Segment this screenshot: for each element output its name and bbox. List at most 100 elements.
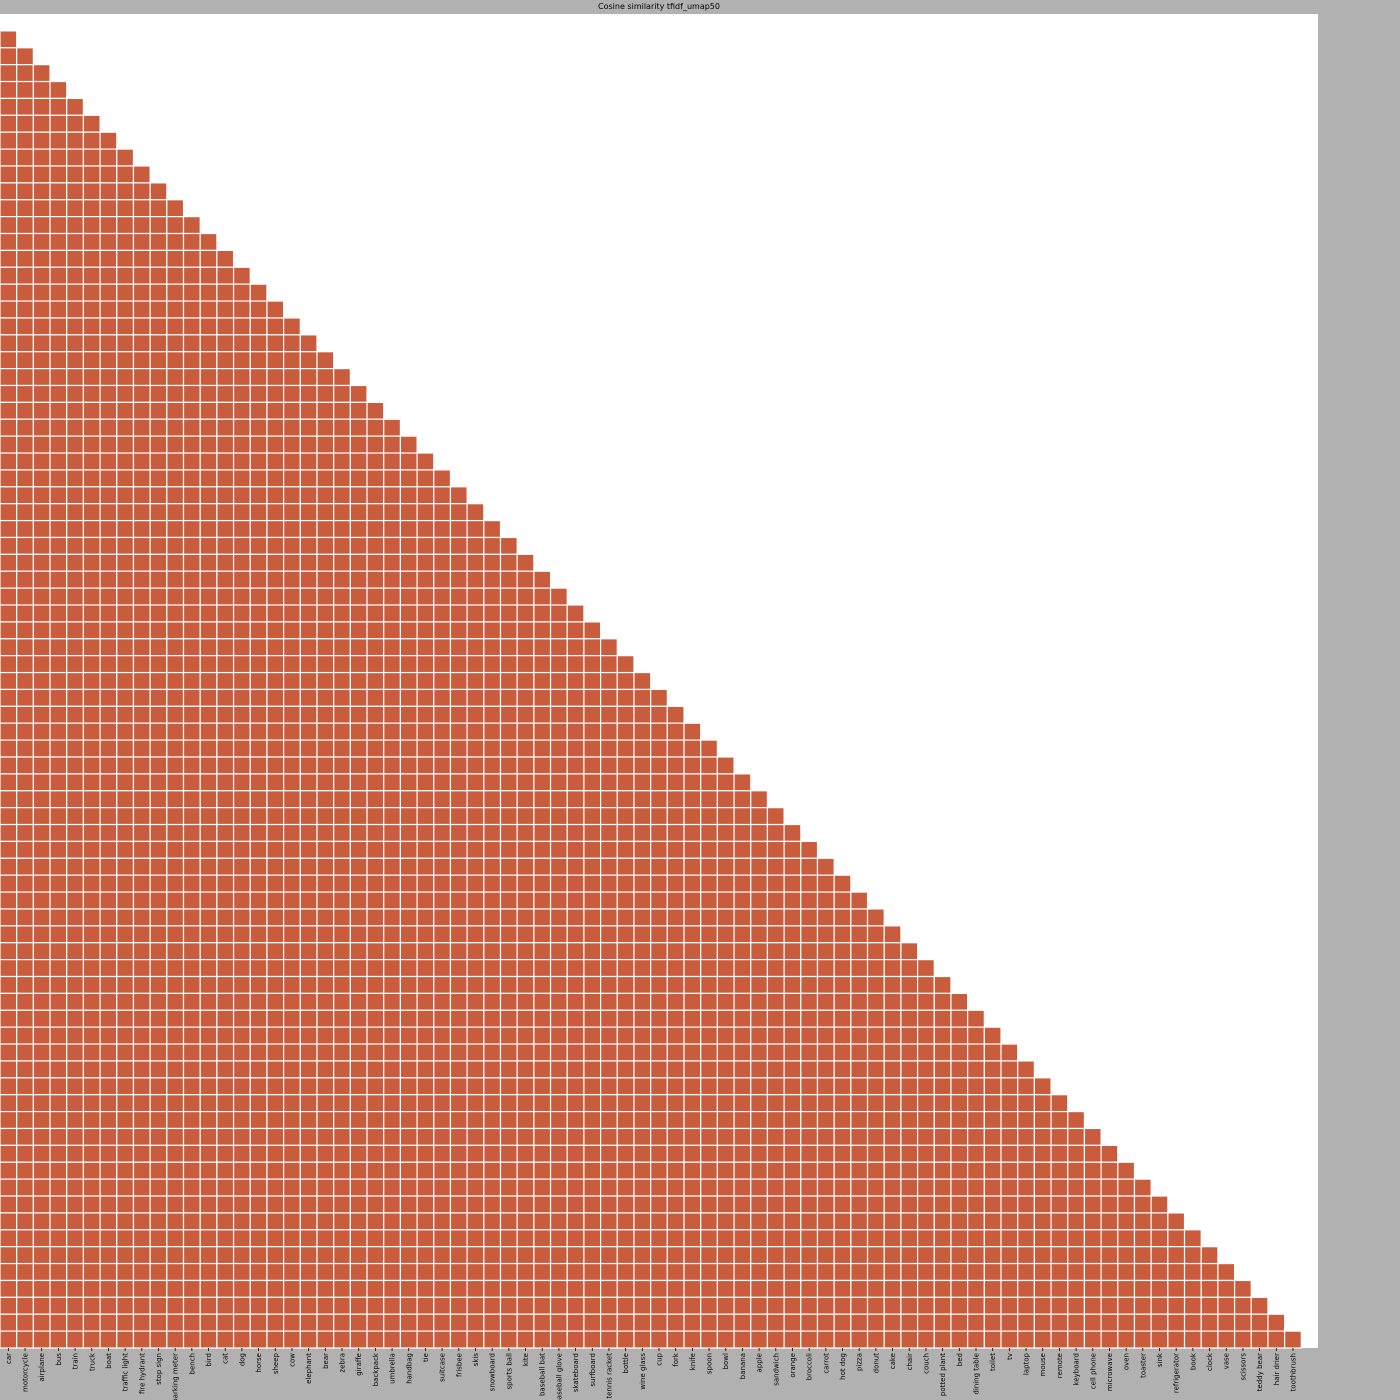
heatmap-cell (182, 351, 201, 370)
heatmap-cell (82, 401, 101, 420)
heatmap-cell (99, 131, 118, 150)
heatmap-cell (49, 992, 68, 1011)
heatmap-cell (600, 705, 618, 724)
heatmap-cell (1000, 1110, 1019, 1130)
heatmap-cell (299, 1077, 318, 1096)
heatmap-cell (0, 671, 18, 691)
heatmap-cell (66, 688, 85, 707)
heatmap-cell (1033, 1279, 1052, 1298)
heatmap-cell (783, 1127, 802, 1146)
heatmap-cell (850, 1094, 869, 1113)
heatmap-cell (549, 1060, 568, 1079)
x-tick-label: broccoli (806, 1353, 814, 1380)
heatmap-cell (933, 1009, 952, 1028)
heatmap-cell (416, 1229, 435, 1248)
heatmap-cell (66, 891, 85, 910)
x-tick-label: fork (672, 1352, 680, 1367)
heatmap-cell (900, 1094, 919, 1113)
heatmap-cell (1067, 1161, 1086, 1180)
heatmap-cell (366, 553, 385, 572)
heatmap-cell (816, 1212, 835, 1231)
heatmap-cell (166, 1330, 185, 1349)
heatmap-cell (583, 621, 602, 640)
heatmap-cell (199, 638, 218, 657)
heatmap-cell (116, 148, 135, 167)
heatmap-cell (16, 1026, 34, 1045)
heatmap-cell (249, 1127, 268, 1146)
heatmap-cell (783, 1178, 802, 1197)
heatmap-cell (866, 1009, 885, 1028)
heatmap-cell (833, 1195, 852, 1214)
heatmap-cell (533, 1296, 552, 1315)
heatmap-cell (1117, 1262, 1136, 1282)
heatmap-cell (333, 1127, 351, 1146)
heatmap-cell (466, 1161, 485, 1180)
heatmap-cell (916, 1009, 935, 1028)
heatmap-cell (132, 1313, 151, 1332)
heatmap-cell (950, 1195, 969, 1214)
heatmap-cell (16, 688, 34, 707)
heatmap-cell (232, 283, 251, 302)
heatmap-cell (566, 891, 585, 910)
heatmap-cell (0, 1229, 18, 1248)
heatmap-cell (232, 351, 251, 370)
heatmap-cell (0, 773, 18, 792)
heatmap-cell (132, 1262, 151, 1282)
heatmap-cell (1250, 1313, 1269, 1332)
heatmap-cell (416, 1212, 435, 1231)
heatmap-cell (32, 1009, 51, 1028)
heatmap-cell (766, 1077, 785, 1096)
heatmap-cell (499, 553, 518, 572)
heatmap-cell (800, 1043, 819, 1062)
heatmap-cell (0, 1094, 18, 1113)
heatmap-cell (266, 671, 285, 691)
heatmap-cell (733, 823, 752, 843)
heatmap-cell (16, 992, 34, 1011)
heatmap-cell (466, 638, 485, 657)
heatmap-cell (883, 1195, 902, 1214)
heatmap-cell (683, 1077, 702, 1096)
heatmap-cell (816, 1296, 835, 1315)
heatmap-cell (349, 587, 368, 606)
heatmap-cell (249, 435, 268, 454)
heatmap-cell (66, 739, 85, 758)
heatmap-cell (199, 401, 218, 420)
heatmap-cell (566, 1110, 585, 1130)
heatmap-cell (266, 722, 285, 741)
heatmap-cell (299, 688, 318, 707)
heatmap-cell (32, 300, 51, 319)
heatmap-cell (766, 1195, 785, 1214)
heatmap-cell (49, 722, 68, 741)
heatmap-cell (416, 1009, 435, 1028)
heatmap-cell (700, 1009, 718, 1028)
heatmap-cell (99, 1144, 118, 1163)
heatmap-cell (633, 925, 652, 944)
heatmap-cell (399, 756, 418, 775)
heatmap-cell (499, 942, 518, 961)
heatmap-cell (333, 503, 351, 522)
heatmap-cell (1067, 1110, 1086, 1130)
heatmap-cell (600, 1060, 618, 1079)
heatmap-cell (199, 469, 218, 488)
heatmap-cell (449, 1060, 468, 1079)
heatmap-cell (449, 587, 468, 606)
heatmap-cell (299, 1246, 318, 1265)
heatmap-cell (483, 671, 502, 691)
heatmap-cell (433, 739, 452, 758)
heatmap-cell (549, 1279, 568, 1298)
heatmap-cell (399, 1229, 418, 1248)
heatmap-cell (916, 1144, 935, 1163)
heatmap-cell (700, 959, 718, 978)
heatmap-cell (633, 739, 652, 758)
heatmap-cell (216, 1313, 235, 1332)
heatmap-cell (399, 1161, 418, 1180)
heatmap-cell (433, 1161, 452, 1180)
heatmap-cell (132, 182, 151, 201)
heatmap-cell (349, 1296, 368, 1315)
heatmap-cell (833, 1246, 852, 1265)
heatmap-cell (466, 1110, 485, 1130)
heatmap-cell (32, 1178, 51, 1197)
heatmap-cell (66, 722, 85, 741)
heatmap-cell (499, 857, 518, 876)
heatmap-cell (566, 1195, 585, 1214)
